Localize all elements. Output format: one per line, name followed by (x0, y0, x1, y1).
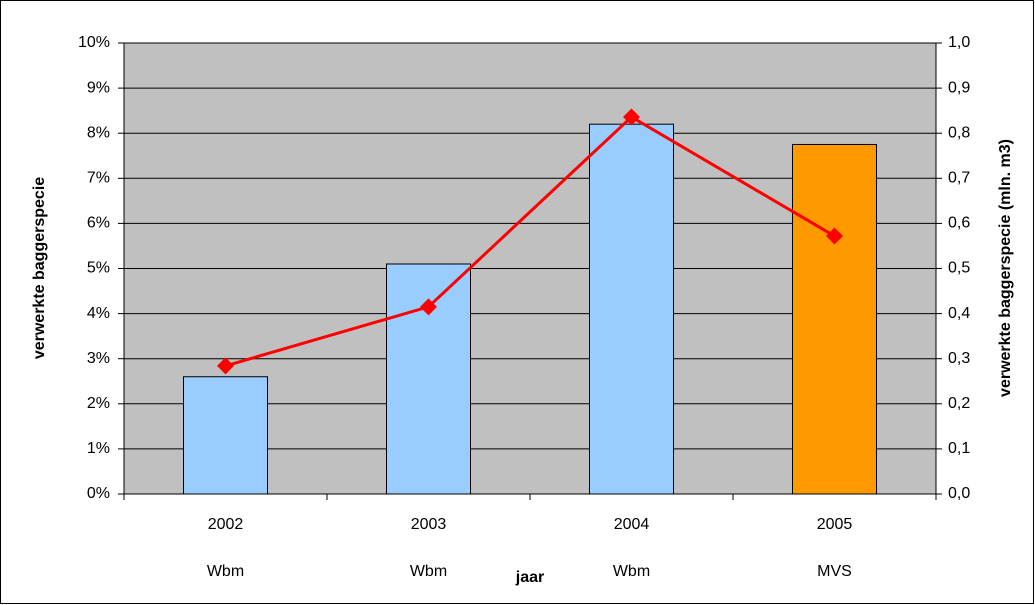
y-tick-label: 3% (87, 350, 110, 367)
y2-tick-label: 0,2 (948, 395, 970, 412)
y2-axis-title: verwerkte baggerspecie (mln. m3) (997, 139, 1014, 397)
y-tick-label: 7% (87, 170, 110, 187)
marker (420, 298, 437, 316)
y2-tick-label: 0,5 (948, 260, 970, 277)
y2-tick-label: 1,0 (948, 34, 970, 51)
x-tick-label: 2003 (411, 516, 447, 533)
y-tick-label: 8% (87, 124, 110, 141)
y2-tick-label: 0,4 (948, 305, 970, 322)
x-axis-title: jaar (515, 569, 544, 586)
x-tick-sublabel: MVS (817, 563, 852, 580)
bar (589, 123, 674, 495)
bar (792, 143, 877, 495)
x-tick-label: 2005 (817, 516, 853, 533)
x-tick-sublabel: Wbm (410, 563, 447, 580)
y2-tick-label: 0,3 (948, 350, 970, 367)
marker (623, 108, 640, 126)
y-tick-label: 2% (87, 395, 110, 412)
y-tick-label: 4% (87, 305, 110, 322)
x-tick-label: 2002 (208, 516, 244, 533)
y2-tick-label: 0,0 (948, 485, 970, 502)
y2-tick-label: 0,9 (948, 79, 970, 96)
y-tick-label: 5% (87, 260, 110, 277)
line (225, 115, 836, 368)
bar (183, 376, 268, 495)
marker (217, 357, 234, 375)
y-tick-label: 10% (78, 34, 110, 51)
y2-tick-label: 0,8 (948, 124, 970, 141)
marker (826, 227, 843, 245)
x-tick-label: 2004 (614, 516, 650, 533)
y-axis-title: verwerkte baggerspecie (31, 177, 48, 359)
y-tick-label: 1% (87, 440, 110, 457)
y2-tick-label: 0,7 (948, 170, 970, 187)
y2-tick-label: 0,6 (948, 215, 970, 232)
y-tick-label: 9% (87, 79, 110, 96)
y-tick-label: 0% (87, 485, 110, 502)
y-tick-label: 6% (87, 215, 110, 232)
x-tick-sublabel: Wbm (613, 563, 650, 580)
y2-tick-label: 0,1 (948, 440, 970, 457)
x-tick-sublabel: Wbm (207, 563, 244, 580)
